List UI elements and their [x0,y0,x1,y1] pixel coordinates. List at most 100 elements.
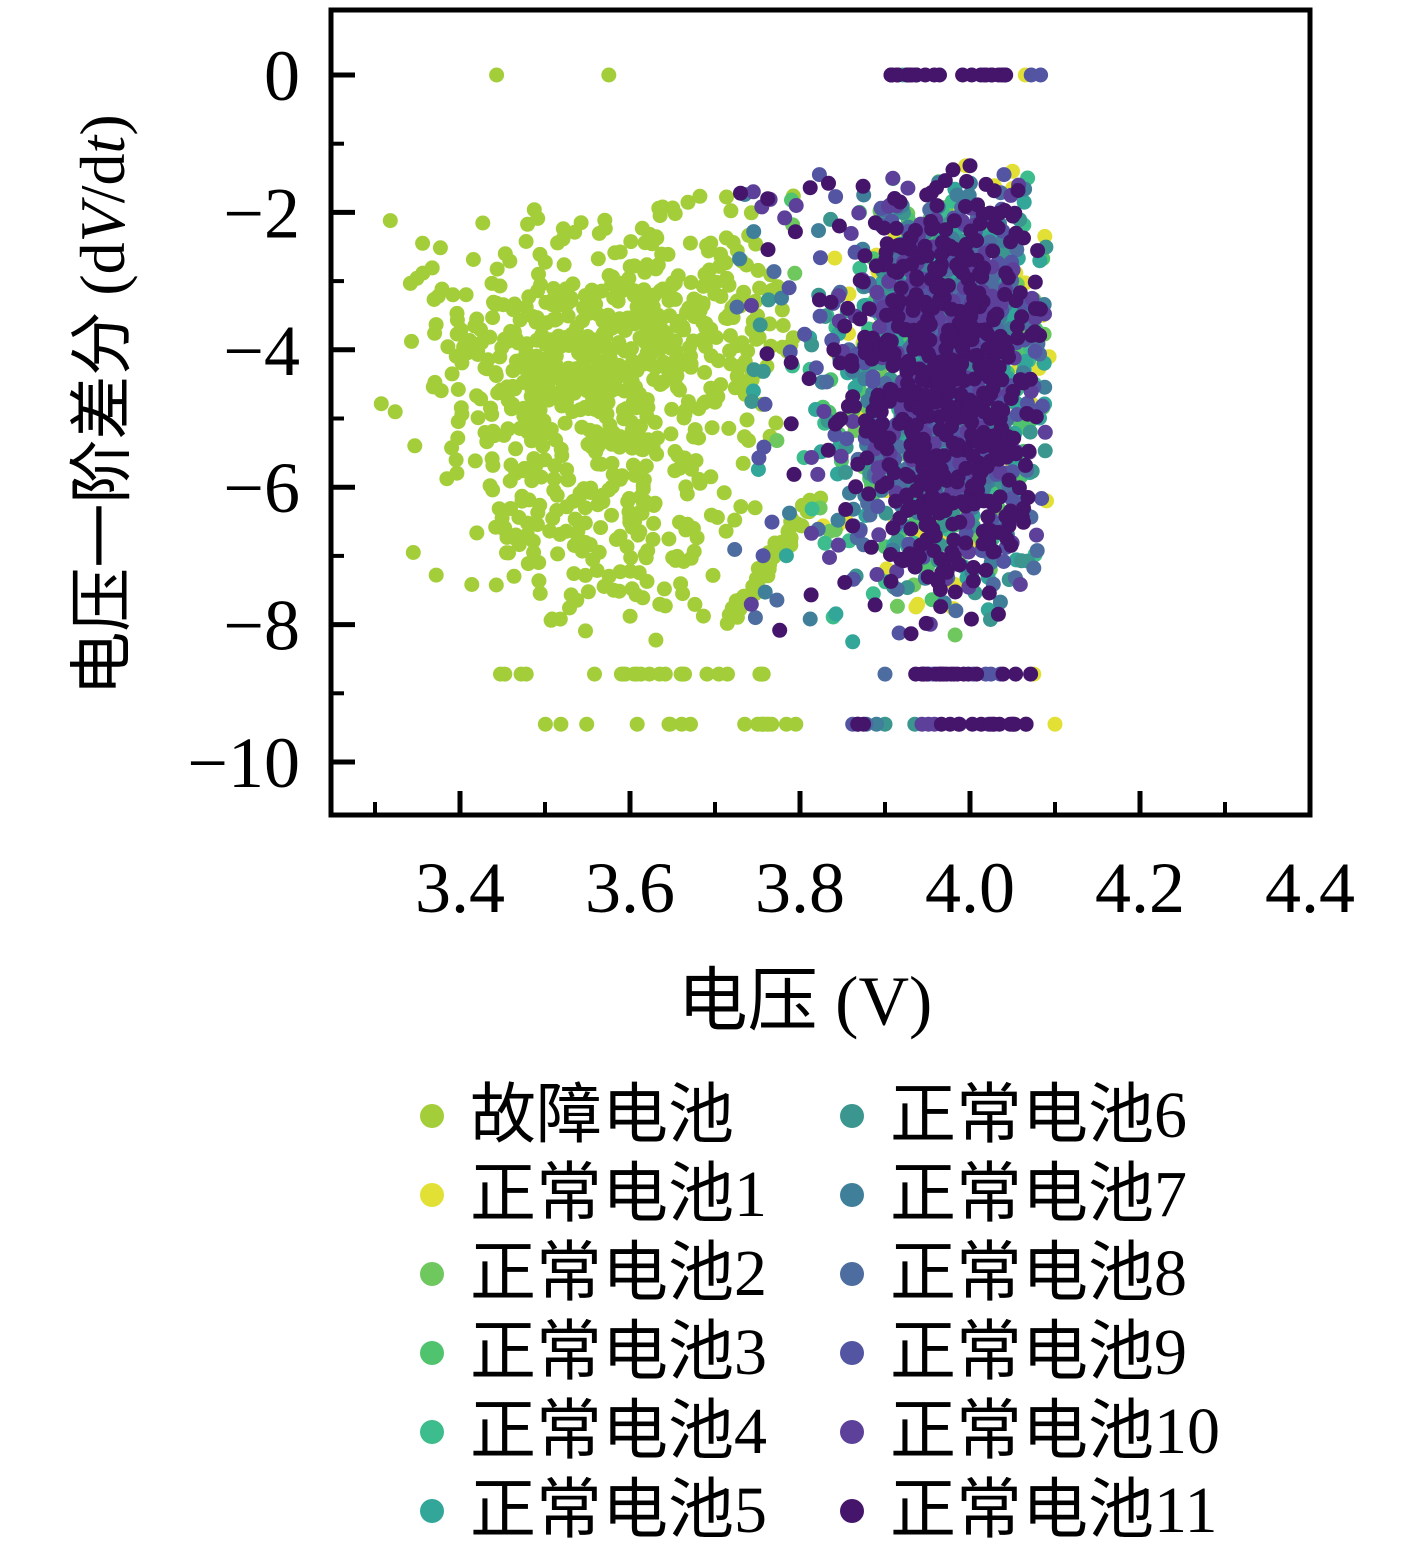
scatter-point [535,356,551,372]
scatter-point [752,317,768,333]
scatter-point [665,200,681,216]
scatter-points [373,67,1063,732]
scatter-point [689,530,705,546]
scatter-point [526,202,542,218]
scatter-point [1000,270,1016,286]
scatter-point [812,292,827,308]
scatter-point [637,350,653,366]
scatter-point [616,383,632,399]
scatter-point [883,573,899,589]
scatter-point [549,487,565,503]
scatter-point [760,191,776,207]
scatter-point [415,235,431,251]
scatter-point [857,338,873,354]
scatter-point [919,666,935,682]
scatter-point [1005,383,1021,399]
scatter-point [783,533,798,549]
scatter-point [768,415,784,431]
scatter-point [934,666,950,682]
scatter-point [482,478,498,494]
scatter-point [1022,424,1038,440]
scatter-point [499,545,514,561]
scatter-point [625,457,641,473]
scatter-point [913,249,929,265]
scatter-point [621,270,637,286]
legend-item-label: 正常电池1 [470,1157,767,1231]
scatter-point [722,328,738,344]
scatter-point [986,312,1002,328]
scatter-point [920,346,936,362]
scatter-point [577,399,593,415]
scatter-point [753,716,769,732]
scatter-point [787,224,803,240]
y-tick-label: 0 [264,36,300,116]
scatter-point [590,251,606,267]
scatter-point [901,353,917,369]
scatter-point [617,322,633,338]
scatter-point [869,284,885,300]
legend-marker-icon [840,1340,864,1365]
scatter-point [927,261,943,277]
scatter-point [633,418,648,434]
scatter-point [486,294,501,310]
legend-marker-icon [840,1103,864,1128]
scatter-point [622,514,638,530]
scatter-point [892,510,908,526]
scatter-point [638,458,654,474]
scatter-point [678,402,694,418]
scatter-point [945,331,961,347]
scatter-point [530,505,546,521]
legend-marker-icon [420,1340,444,1365]
scatter-point [563,290,579,306]
scatter-point [816,404,832,419]
legend-item: 正常电池11 [840,1477,1260,1544]
scatter-point [563,587,579,603]
scatter-point [473,391,489,407]
scatter-point [526,544,542,560]
scatter-point [539,425,555,441]
scatter-point [589,361,605,377]
scatter-point [756,439,772,455]
scatter-point [555,221,571,237]
scatter-point [914,372,930,388]
scatter-point [1004,491,1020,507]
scatter-point [1001,472,1017,488]
scatter-point [869,567,885,582]
scatter-point [920,311,936,327]
y-tick-labels: 0 −2 −4 −6 −8 −10 [187,36,300,803]
scatter-point [964,300,980,315]
scatter-point [470,342,486,358]
scatter-point [772,622,788,638]
legend-marker-icon [840,1419,864,1444]
scatter-point [489,67,505,83]
scatter-point [874,479,890,495]
scatter-point [918,615,934,631]
scatter-point [1029,543,1045,559]
scatter-point [931,379,947,395]
scatter-point [864,351,880,367]
scatter-point [983,716,998,732]
scatter-point [469,525,485,541]
scatter-point [735,455,751,471]
scatter-point [743,596,759,612]
y-axis-label-text: /d [67,153,138,204]
scatter-point [872,319,887,335]
scatter-point [544,335,560,351]
scatter-point [908,599,924,615]
scatter-point [947,627,963,643]
legend-item-label: 正常电池3 [470,1315,767,1389]
x-tick-label: 3.8 [755,848,845,928]
scatter-point [518,666,534,682]
scatter-point [863,539,879,555]
scatter-point [955,341,971,357]
scatter-point [927,394,943,410]
scatter-point [963,223,979,239]
scatter-point [697,394,713,410]
scatter-point [732,251,748,267]
scatter-point [990,606,1006,622]
scatter-point [546,290,562,306]
scatter-point [697,365,713,380]
scatter-point [566,385,582,401]
scatter-point [506,568,522,584]
scatter-point [542,523,558,539]
